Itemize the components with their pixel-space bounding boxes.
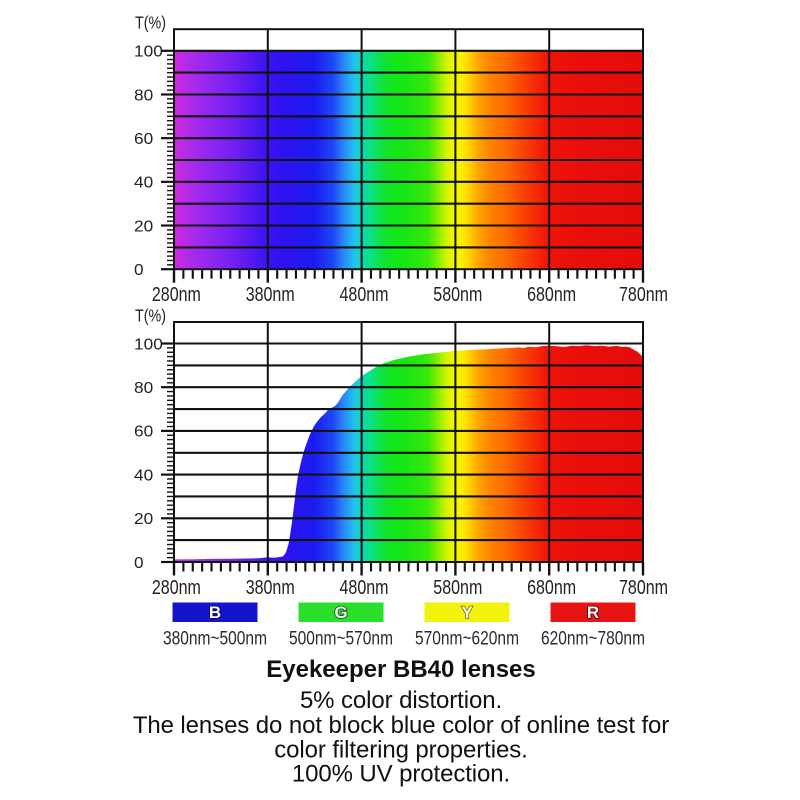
svg-text:T(%): T(%) — [135, 13, 166, 33]
svg-text:570nm~620nm: 570nm~620nm — [415, 628, 519, 650]
svg-text:60: 60 — [134, 424, 153, 441]
svg-text:0: 0 — [134, 555, 144, 572]
svg-text:80: 80 — [134, 380, 153, 397]
svg-text:0: 0 — [134, 262, 144, 279]
svg-text:680nm: 680nm — [527, 284, 576, 306]
svg-text:20: 20 — [134, 511, 153, 528]
svg-text:100% UV protection.: 100% UV protection. — [292, 761, 510, 788]
svg-text:G: G — [334, 603, 347, 622]
svg-text:The lenses do not block blue c: The lenses do not block blue color of on… — [133, 712, 669, 739]
svg-text:280nm: 280nm — [152, 284, 201, 306]
svg-text:Y: Y — [461, 603, 473, 622]
svg-text:T(%): T(%) — [135, 306, 166, 326]
svg-text:R: R — [587, 603, 599, 622]
svg-text:B: B — [209, 603, 221, 622]
svg-text:5% color distortion.: 5% color distortion. — [300, 687, 502, 714]
svg-text:color filtering properties.: color filtering properties. — [274, 737, 527, 764]
svg-text:780nm: 780nm — [619, 284, 668, 306]
svg-text:40: 40 — [134, 467, 153, 484]
svg-text:480nm: 480nm — [340, 284, 389, 306]
svg-text:40: 40 — [134, 175, 153, 192]
svg-text:20: 20 — [134, 218, 153, 235]
svg-text:Eyekeeper BB40 lenses: Eyekeeper BB40 lenses — [266, 656, 536, 683]
svg-text:580nm: 580nm — [433, 577, 482, 599]
svg-text:100: 100 — [134, 44, 163, 61]
svg-text:480nm: 480nm — [340, 577, 389, 599]
svg-text:100: 100 — [134, 336, 163, 353]
svg-text:620nm~780nm: 620nm~780nm — [541, 628, 645, 650]
svg-text:80: 80 — [134, 87, 153, 104]
svg-text:60: 60 — [134, 131, 153, 148]
svg-text:380nm: 380nm — [246, 577, 295, 599]
svg-text:380nm: 380nm — [246, 284, 295, 306]
svg-text:500nm~570nm: 500nm~570nm — [289, 628, 393, 650]
svg-text:280nm: 280nm — [152, 577, 201, 599]
svg-text:680nm: 680nm — [527, 577, 576, 599]
svg-text:780nm: 780nm — [619, 577, 668, 599]
svg-text:580nm: 580nm — [433, 284, 482, 306]
svg-text:380nm~500nm: 380nm~500nm — [163, 628, 267, 650]
